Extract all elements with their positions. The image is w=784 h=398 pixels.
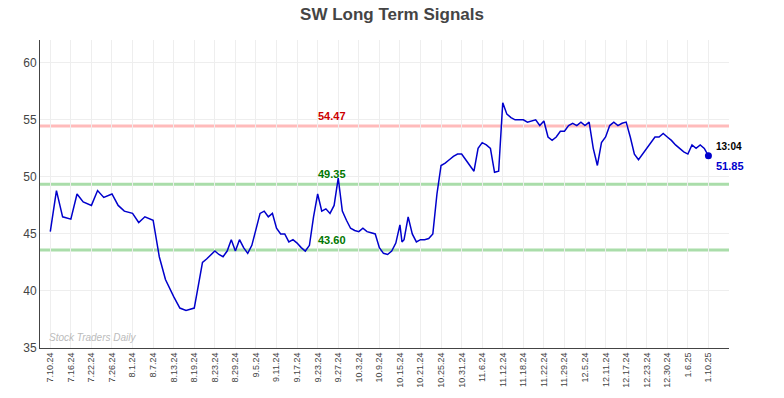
svg-text:54.47: 54.47: [318, 110, 346, 122]
svg-text:13:04: 13:04: [716, 141, 742, 152]
svg-text:9.5.24: 9.5.24: [251, 353, 261, 378]
svg-text:8.1.24: 8.1.24: [127, 353, 137, 378]
svg-text:49.35: 49.35: [318, 168, 346, 180]
svg-text:50: 50: [23, 170, 37, 184]
svg-text:10.3.24: 10.3.24: [354, 353, 364, 383]
svg-text:10.9.24: 10.9.24: [374, 353, 384, 383]
svg-text:7.10.24: 7.10.24: [45, 353, 55, 383]
svg-text:43.60: 43.60: [318, 234, 346, 246]
svg-text:9.11.24: 9.11.24: [271, 353, 281, 382]
svg-text:7.22.24: 7.22.24: [86, 353, 96, 383]
svg-text:55: 55: [23, 113, 37, 127]
svg-text:8.23.24: 8.23.24: [210, 353, 220, 383]
svg-text:SW Long Term Signals: SW Long Term Signals: [300, 5, 484, 24]
svg-text:10.25.24: 10.25.24: [436, 353, 446, 388]
svg-text:8.19.24: 8.19.24: [189, 353, 199, 383]
svg-text:7.26.24: 7.26.24: [107, 353, 117, 383]
svg-text:12.5.24: 12.5.24: [580, 353, 590, 383]
svg-text:8.29.24: 8.29.24: [230, 353, 240, 383]
svg-text:8.7.24: 8.7.24: [148, 353, 158, 378]
svg-text:1.10.25: 1.10.25: [703, 353, 713, 383]
svg-text:11.29.24: 11.29.24: [559, 353, 569, 387]
svg-text:9.23.24: 9.23.24: [313, 353, 323, 383]
svg-text:9.27.24: 9.27.24: [333, 353, 343, 383]
svg-text:45: 45: [23, 227, 37, 241]
svg-text:60: 60: [23, 56, 37, 70]
svg-text:12.11.24: 12.11.24: [601, 353, 611, 387]
svg-text:11.22.24: 11.22.24: [539, 353, 549, 387]
svg-text:12.23.24: 12.23.24: [642, 353, 652, 388]
svg-text:11.12.24: 11.12.24: [498, 353, 508, 387]
svg-text:11.18.24: 11.18.24: [518, 353, 528, 387]
svg-text:Stock Traders Daily: Stock Traders Daily: [49, 332, 137, 343]
svg-text:10.21.24: 10.21.24: [415, 353, 425, 388]
svg-text:51.85: 51.85: [716, 160, 744, 172]
svg-text:12.17.24: 12.17.24: [621, 353, 631, 388]
svg-text:7.16.24: 7.16.24: [66, 353, 76, 383]
svg-text:35: 35: [23, 341, 37, 355]
svg-text:10.15.24: 10.15.24: [395, 353, 405, 388]
svg-text:8.13.24: 8.13.24: [169, 353, 179, 383]
svg-text:1.6.25: 1.6.25: [683, 353, 693, 378]
svg-text:11.6.24: 11.6.24: [477, 353, 487, 382]
svg-text:12.30.24: 12.30.24: [662, 353, 672, 388]
svg-text:9.17.24: 9.17.24: [292, 353, 302, 383]
svg-text:10.31.24: 10.31.24: [457, 353, 467, 388]
svg-text:40: 40: [23, 284, 37, 298]
